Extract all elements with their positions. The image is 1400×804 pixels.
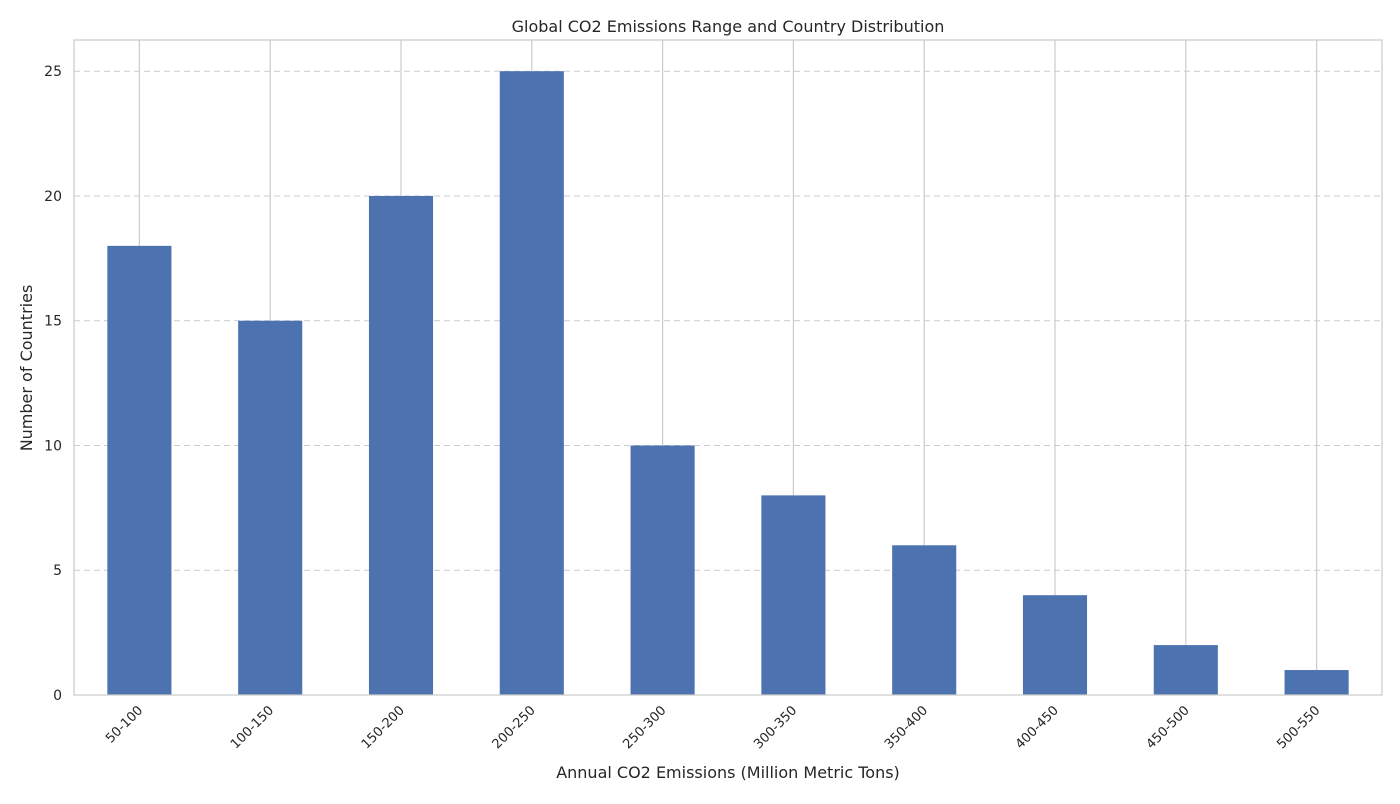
plot-frame: [73, 39, 1383, 696]
x-tick-label: 100-150: [228, 703, 277, 752]
y-tick-label: 0: [53, 688, 62, 704]
y-tick-label: 5: [53, 563, 62, 579]
x-tick-label: 250-300: [620, 703, 669, 752]
bars-layer: [107, 71, 1349, 695]
y-axis-label: Number of Countries: [17, 285, 36, 452]
bar: [238, 320, 303, 695]
x-tick-label: 200-250: [490, 703, 539, 752]
y-ticks: 0 5 10 15 20 25: [44, 64, 62, 704]
x-axis-label: Annual CO2 Emissions (Million Metric Ton…: [556, 763, 900, 782]
x-tick-label: 350-400: [882, 703, 931, 752]
bar: [1284, 670, 1349, 695]
y-tick-label: 25: [44, 64, 62, 80]
x-tick-label: 450-500: [1144, 703, 1193, 752]
y-tick-label: 15: [44, 314, 62, 330]
bar: [1153, 645, 1218, 695]
bar: [107, 245, 172, 695]
bar: [368, 195, 434, 695]
y-tick-label: 20: [44, 189, 62, 205]
bar: [1022, 595, 1088, 695]
x-tick-label: 300-350: [751, 703, 800, 752]
chart-title: Global CO2 Emissions Range and Country D…: [512, 17, 945, 36]
y-tick-label: 10: [44, 438, 62, 454]
bar: [630, 445, 695, 695]
bar: [892, 545, 957, 695]
x-tick-label: 500-550: [1274, 703, 1323, 752]
bar: [761, 495, 826, 695]
x-tick-label: 400-450: [1013, 703, 1062, 752]
x-tick-label: 150-200: [359, 703, 408, 752]
x-ticks: 50-100 100-150 150-200 200-250 250-300 300-35…: [103, 703, 1323, 752]
bar: [499, 71, 564, 695]
x-tick-label: 50-100: [103, 703, 146, 746]
